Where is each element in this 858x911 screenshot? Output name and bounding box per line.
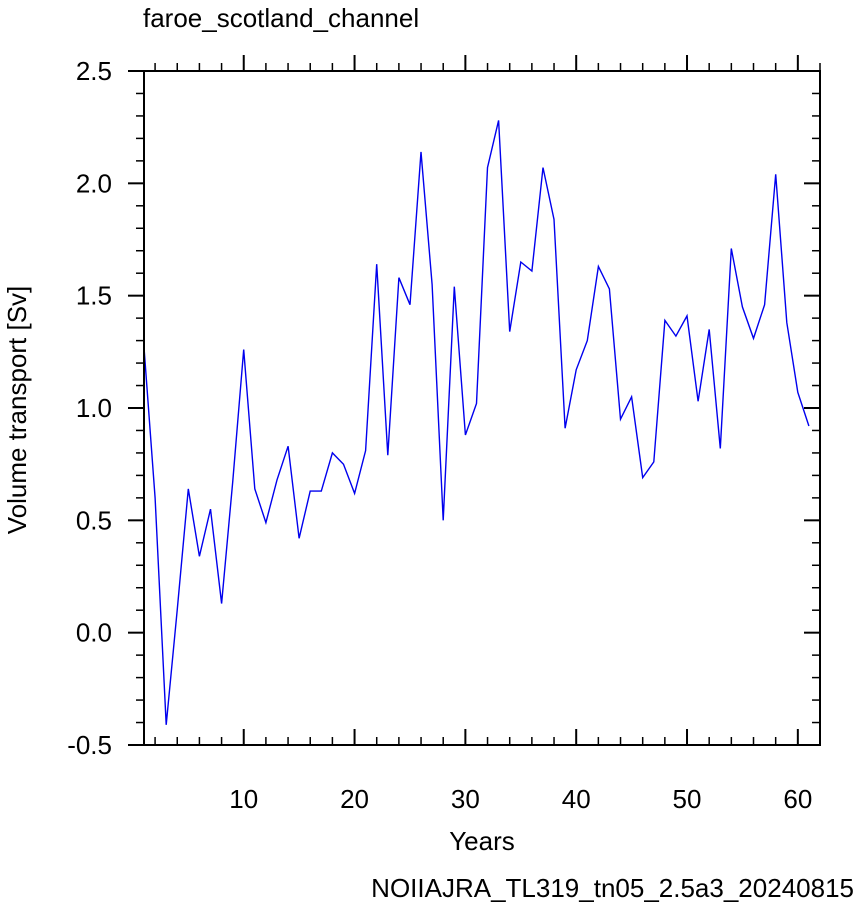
x-tick-labels: 10 20 30 40 50 60 — [229, 784, 812, 814]
plot-frame — [143, 70, 821, 746]
y-tick-label: -0.5 — [67, 730, 112, 760]
x-tick-label: 20 — [340, 784, 369, 814]
y-tick-label: 2.5 — [76, 56, 112, 86]
x-tick-label: 40 — [562, 784, 591, 814]
y-tick-label: 0.0 — [76, 618, 112, 648]
y-tick-labels: -0.5 0.0 0.5 1.0 1.5 2.0 2.5 — [67, 56, 112, 760]
x-tick-label: 60 — [783, 784, 812, 814]
y-tick-label: 0.5 — [76, 505, 112, 535]
x-tick-label: 10 — [229, 784, 258, 814]
chart-title: faroe_scotland_channel — [143, 3, 419, 33]
series-line — [143, 120, 810, 725]
y-axis-label: Volume transport [Sv] — [2, 286, 32, 535]
x-tick-label: 30 — [451, 784, 480, 814]
y-tick-label: 1.0 — [76, 393, 112, 423]
series-layer — [143, 120, 810, 725]
x-tick-label: 50 — [673, 784, 702, 814]
y-tick-label: 2.0 — [76, 168, 112, 198]
run-id-footer: NOIIAJRA_TL319_tn05_2.5a3_20240815 — [371, 873, 854, 903]
y-tick-label: 1.5 — [76, 281, 112, 311]
x-axis-label: Years — [449, 826, 515, 856]
